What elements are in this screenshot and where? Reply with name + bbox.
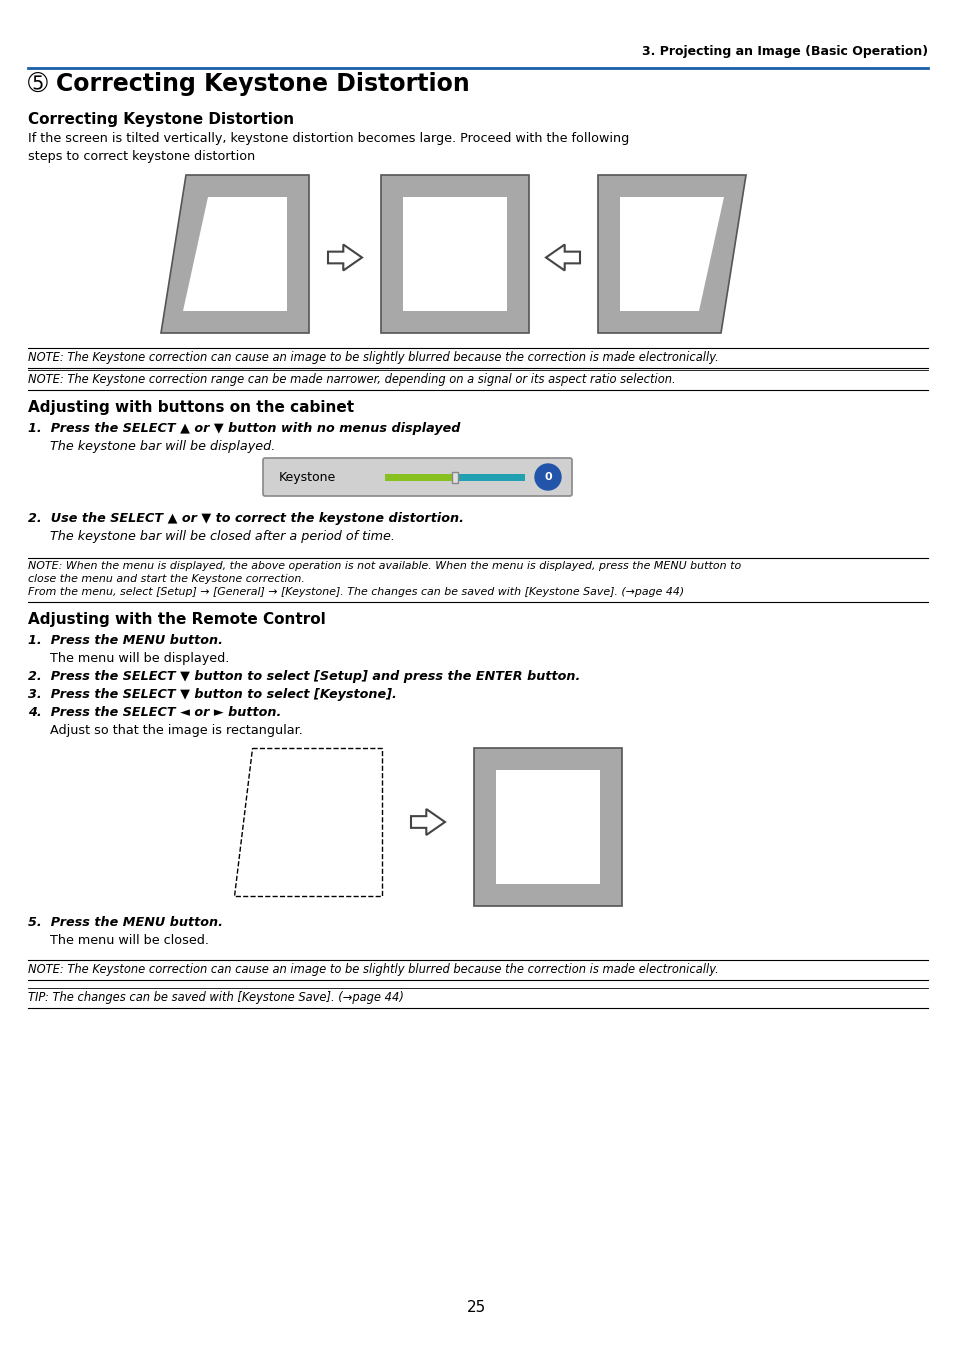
Text: NOTE: The Keystone correction range can be made narrower, depending on a signal : NOTE: The Keystone correction range can … (28, 373, 675, 386)
Text: ➄ Correcting Keystone Distortion: ➄ Correcting Keystone Distortion (28, 71, 469, 96)
Text: From the menu, select [Setup] → [General] → [Keystone]. The changes can be saved: From the menu, select [Setup] → [General… (28, 586, 683, 597)
Text: The keystone bar will be closed after a period of time.: The keystone bar will be closed after a … (50, 530, 395, 543)
Text: The menu will be closed.: The menu will be closed. (50, 934, 209, 948)
Bar (385, 473, 455, 480)
Text: The menu will be displayed.: The menu will be displayed. (50, 652, 229, 665)
Polygon shape (411, 809, 444, 834)
Polygon shape (598, 175, 745, 333)
Text: TIP: The changes can be saved with [Keystone Save]. (→page 44): TIP: The changes can be saved with [Keys… (28, 991, 403, 1004)
Circle shape (535, 464, 560, 491)
Bar (455, 473, 524, 480)
Text: If the screen is tilted vertically, keystone distortion becomes large. Proceed w: If the screen is tilted vertically, keys… (28, 132, 629, 146)
Text: The keystone bar will be displayed.: The keystone bar will be displayed. (50, 439, 275, 453)
Text: Keystone: Keystone (278, 470, 335, 484)
Bar (452, 472, 457, 483)
Text: 5.  Press the MENU button.: 5. Press the MENU button. (28, 917, 223, 929)
Text: 2.  Use the SELECT ▲ or ▼ to correct the keystone distortion.: 2. Use the SELECT ▲ or ▼ to correct the … (28, 512, 463, 524)
Polygon shape (183, 197, 287, 311)
Polygon shape (619, 197, 723, 311)
Text: 4.  Press the SELECT ◄ or ► button.: 4. Press the SELECT ◄ or ► button. (28, 706, 281, 718)
Text: 3. Projecting an Image (Basic Operation): 3. Projecting an Image (Basic Operation) (641, 44, 927, 58)
Text: Adjust so that the image is rectangular.: Adjust so that the image is rectangular. (50, 724, 302, 737)
Text: 0: 0 (543, 472, 551, 483)
Text: 3.  Press the SELECT ▼ button to select [Keystone].: 3. Press the SELECT ▼ button to select [… (28, 687, 396, 701)
Text: NOTE: The Keystone correction can cause an image to be slightly blurred because : NOTE: The Keystone correction can cause … (28, 350, 718, 364)
Text: Correcting Keystone Distortion: Correcting Keystone Distortion (28, 112, 294, 127)
Text: close the menu and start the Keystone correction.: close the menu and start the Keystone co… (28, 574, 305, 584)
Text: NOTE: When the menu is displayed, the above operation is not available. When the: NOTE: When the menu is displayed, the ab… (28, 561, 740, 572)
Text: NOTE: The Keystone correction can cause an image to be slightly blurred because : NOTE: The Keystone correction can cause … (28, 962, 718, 976)
Polygon shape (474, 748, 621, 906)
Text: Adjusting with the Remote Control: Adjusting with the Remote Control (28, 612, 325, 627)
Polygon shape (233, 748, 381, 896)
Text: 1.  Press the SELECT ▲ or ▼ button with no menus displayed: 1. Press the SELECT ▲ or ▼ button with n… (28, 422, 460, 435)
Polygon shape (496, 770, 599, 884)
Text: 25: 25 (467, 1301, 486, 1316)
Text: Adjusting with buttons on the cabinet: Adjusting with buttons on the cabinet (28, 400, 354, 415)
Polygon shape (161, 175, 309, 333)
FancyBboxPatch shape (263, 458, 572, 496)
Polygon shape (545, 244, 579, 271)
Text: 2.  Press the SELECT ▼ button to select [Setup] and press the ENTER button.: 2. Press the SELECT ▼ button to select [… (28, 670, 579, 683)
Text: steps to correct keystone distortion: steps to correct keystone distortion (28, 150, 255, 163)
Polygon shape (402, 197, 506, 311)
Text: 1.  Press the MENU button.: 1. Press the MENU button. (28, 634, 223, 647)
Polygon shape (380, 175, 529, 333)
Polygon shape (328, 244, 361, 271)
